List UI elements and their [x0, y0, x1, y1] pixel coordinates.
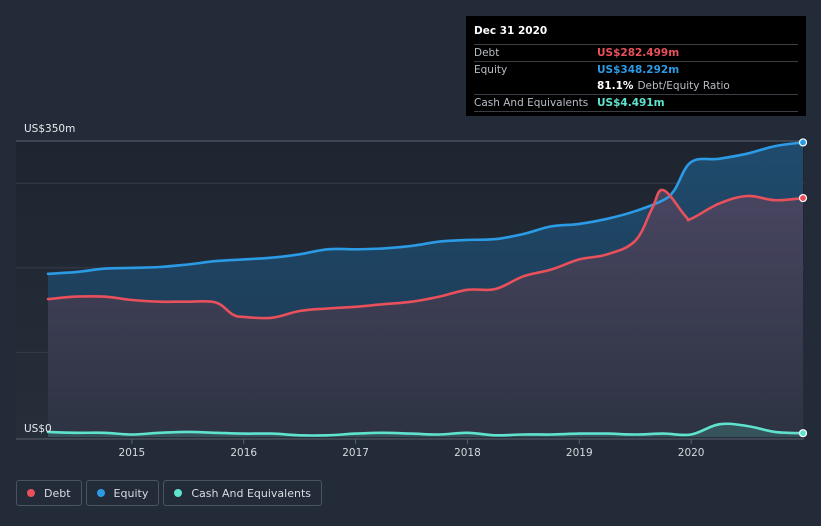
- series-endpoints: [798, 138, 808, 438]
- tooltip-ratio-value: 81.1%: [597, 80, 634, 92]
- legend-debt-dot-icon: [27, 489, 35, 497]
- x-tick-label: 2017: [342, 447, 369, 459]
- debt-line: [46, 188, 805, 320]
- debt-endpoint: [798, 193, 808, 203]
- y-axis-min-label: US$0: [24, 423, 52, 435]
- tooltip-equity-row: Equity US$348.292m: [474, 61, 798, 78]
- chart-legend: Debt Equity Cash And Equivalents: [16, 480, 322, 506]
- x-tick-label: 2016: [230, 447, 257, 459]
- tooltip-debt-label: Debt: [474, 47, 500, 59]
- x-tick-label: 2015: [119, 447, 146, 459]
- tooltip-equity-value: US$348.292m: [597, 64, 680, 76]
- legend-cash-toggle[interactable]: Cash And Equivalents: [163, 480, 322, 506]
- equity-line: [46, 141, 805, 276]
- series-lines: [46, 141, 805, 437]
- legend-cash-label: Cash And Equivalents: [191, 486, 311, 500]
- legend-equity-toggle[interactable]: Equity: [85, 480, 160, 506]
- y-axis-max-label: US$350m: [24, 123, 75, 135]
- legend-equity-label: Equity: [113, 486, 149, 500]
- legend-debt-toggle[interactable]: Debt: [16, 480, 82, 506]
- tooltip-cash-label: Cash And Equivalents: [474, 97, 589, 109]
- tooltip-ratio-row: 81.1% Debt/Equity Ratio: [474, 78, 798, 94]
- cash-endpoint: [798, 429, 808, 438]
- tooltip-date: Dec 31 2020: [474, 25, 548, 37]
- tooltip-cash-value: US$4.491m: [597, 97, 665, 109]
- data-tooltip: Dec 31 2020 Debt US$282.499m Equity US$3…: [466, 16, 806, 116]
- tooltip-debt-value: US$282.499m: [597, 47, 680, 59]
- x-tick-label: 2019: [566, 447, 593, 459]
- cash-line: [46, 422, 805, 437]
- debt-area: [48, 189, 803, 437]
- legend-debt-label: Debt: [44, 486, 71, 500]
- tooltip-equity-label: Equity: [474, 64, 508, 76]
- tooltip-debt-row: Debt US$282.499m: [474, 44, 798, 61]
- tooltip-ratio-label: Debt/Equity Ratio: [637, 80, 730, 92]
- legend-equity-dot-icon: [96, 489, 105, 497]
- x-axis-ticks: 2015 2016 2017 2018 2019 2020: [119, 439, 705, 459]
- legend-cash-dot-icon: [174, 489, 183, 497]
- x-tick-label: 2018: [454, 447, 481, 459]
- tooltip-cash-row: Cash And Equivalents US$4.491m: [474, 94, 798, 112]
- x-tick-label: 2020: [678, 447, 705, 459]
- equity-endpoint: [798, 138, 808, 147]
